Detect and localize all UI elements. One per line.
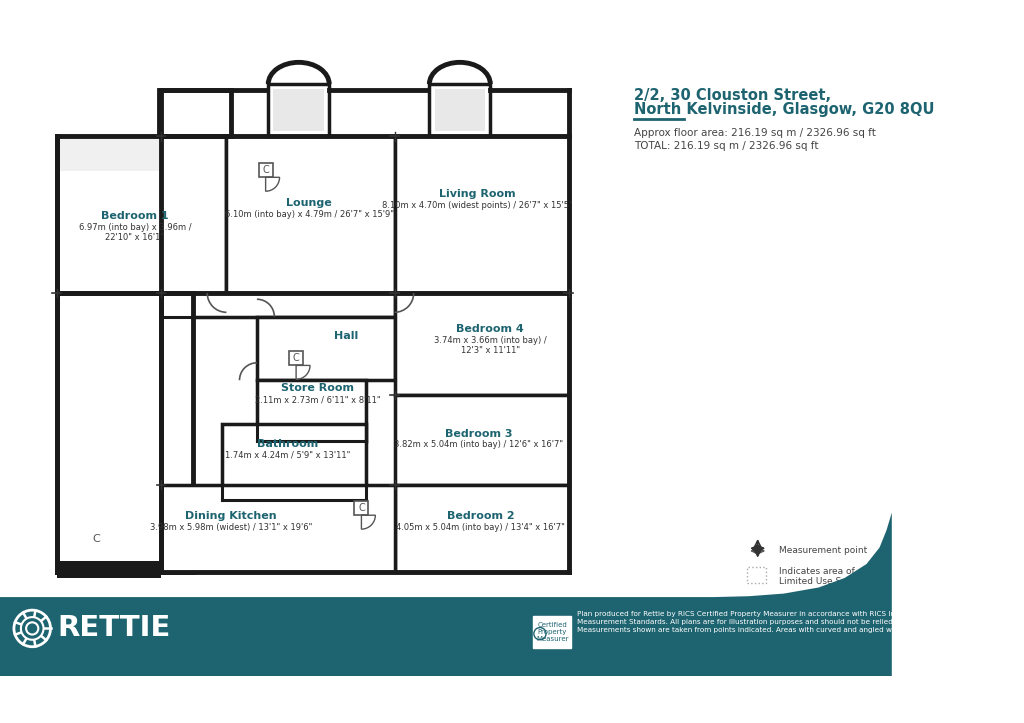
Text: 2.11m x 2.73m / 6'11" x 8'11": 2.11m x 2.73m / 6'11" x 8'11": [255, 395, 381, 404]
Bar: [394, 137, 568, 293]
Polygon shape: [0, 513, 892, 676]
Bar: [394, 484, 568, 572]
Bar: [394, 293, 568, 395]
Bar: [259, 163, 272, 177]
Text: 3.74m x 3.66m (into bay) /
12'3" x 11'11": 3.74m x 3.66m (into bay) / 12'3" x 11'11…: [434, 335, 547, 355]
Bar: [56, 560, 161, 578]
Text: Hall: Hall: [335, 331, 358, 341]
Text: Bedroom 1: Bedroom 1: [101, 211, 169, 221]
Bar: [161, 484, 394, 572]
Bar: [429, 84, 490, 137]
Text: C: C: [92, 534, 99, 544]
Bar: [434, 90, 485, 131]
Text: C: C: [262, 166, 269, 176]
Bar: [289, 351, 303, 365]
Bar: [161, 293, 194, 572]
Bar: [532, 616, 571, 648]
Bar: [160, 90, 230, 137]
Text: North Kelvinside, Glasgow, G20 8QU: North Kelvinside, Glasgow, G20 8QU: [634, 103, 935, 117]
Bar: [257, 317, 394, 380]
Text: 6.97m (into bay) x 3.96m /
22'10" x 16'1": 6.97m (into bay) x 3.96m / 22'10" x 16'1…: [79, 223, 191, 242]
Bar: [257, 380, 366, 441]
Bar: [56, 293, 161, 572]
Text: Dining Kitchen: Dining Kitchen: [185, 511, 276, 521]
Text: 4.05m x 5.04m (into bay) / 13'4" x 16'7": 4.05m x 5.04m (into bay) / 13'4" x 16'7": [396, 523, 565, 532]
Bar: [394, 395, 568, 484]
Text: Bedroom 4: Bedroom 4: [457, 324, 524, 334]
Text: Bedroom 2: Bedroom 2: [446, 511, 514, 521]
Text: 6.10m (into bay) x 4.79m / 26'7" x 15'9": 6.10m (into bay) x 4.79m / 26'7" x 15'9": [224, 210, 393, 218]
Bar: [748, 568, 766, 583]
Bar: [354, 501, 369, 515]
Bar: [268, 84, 329, 137]
Text: TOTAL: 216.19 sq m / 2326.96 sq ft: TOTAL: 216.19 sq m / 2326.96 sq ft: [634, 141, 818, 150]
Text: 1.74m x 4.24m / 5'9" x 13'11": 1.74m x 4.24m / 5'9" x 13'11": [224, 450, 350, 460]
Bar: [161, 293, 394, 317]
Bar: [222, 424, 366, 500]
Text: 2/2, 30 Clouston Street,: 2/2, 30 Clouston Street,: [634, 88, 831, 103]
Text: 3.98m x 5.98m (widest) / 13'1" x 19'6": 3.98m x 5.98m (widest) / 13'1" x 19'6": [150, 523, 312, 532]
Text: Indicates area of
Limited Use Space: Indicates area of Limited Use Space: [779, 567, 863, 586]
Bar: [273, 90, 324, 131]
Text: Lounge: Lounge: [287, 198, 332, 208]
Bar: [226, 137, 394, 293]
Text: Certified
Property
Measurer: Certified Property Measurer: [536, 622, 568, 642]
Text: ◆: ◆: [753, 542, 763, 555]
Bar: [56, 137, 226, 293]
Text: C: C: [358, 503, 365, 513]
Text: Store Room: Store Room: [282, 383, 354, 393]
Text: Approx floor area: 216.19 sq m / 2326.96 sq ft: Approx floor area: 216.19 sq m / 2326.96…: [634, 128, 876, 137]
Text: Bedroom 3: Bedroom 3: [445, 429, 513, 439]
Bar: [56, 137, 161, 171]
Text: Bathroom: Bathroom: [257, 439, 318, 449]
Text: 8.10m x 4.70m (widest points) / 26'7" x 15'5": 8.10m x 4.70m (widest points) / 26'7" x …: [382, 201, 572, 210]
Text: Measurement point: Measurement point: [779, 547, 867, 555]
Text: Living Room: Living Room: [439, 189, 515, 199]
Text: Plan produced for Rettie by RICS Certified Property Measurer in accordance with : Plan produced for Rettie by RICS Certifi…: [577, 611, 990, 633]
Text: 3.82m x 5.04m (into bay) / 12'6" x 16'7": 3.82m x 5.04m (into bay) / 12'6" x 16'7": [394, 440, 563, 449]
Text: RETTIE: RETTIE: [57, 615, 171, 643]
Bar: [160, 90, 229, 137]
Text: C: C: [293, 354, 299, 364]
